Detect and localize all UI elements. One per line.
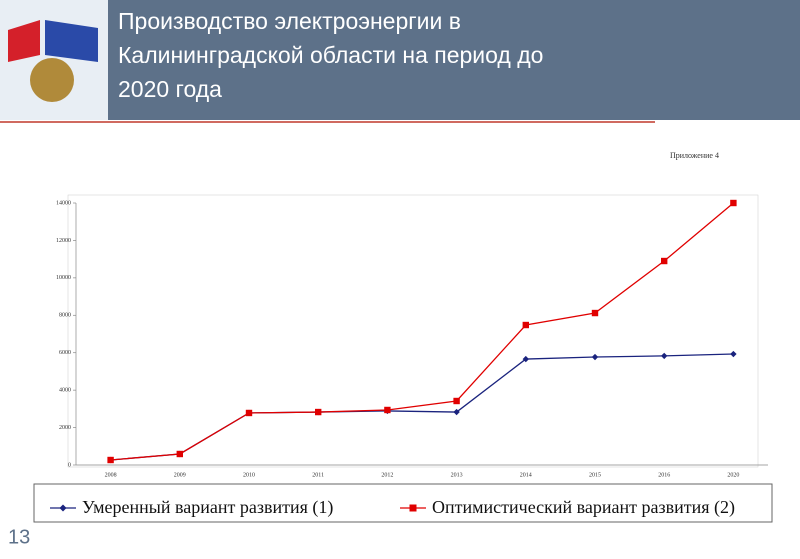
x-tick-label: 2015	[589, 472, 601, 478]
flag-logo	[45, 20, 98, 62]
plot: 0 2000 4000 6000 8000 10000 12000 14000 2008 2009…	[56, 199, 768, 478]
data-point	[315, 408, 322, 416]
data-point	[107, 456, 114, 464]
plot-frame	[67, 194, 759, 468]
legend-box	[33, 483, 773, 523]
y-tick-label: 6000	[59, 350, 71, 356]
y-tick-label: 2000	[59, 425, 71, 431]
data-point	[453, 397, 460, 405]
data-point	[176, 450, 183, 458]
legend-marker	[59, 504, 67, 512]
y-tick-label: 8000	[59, 313, 71, 319]
y-tick-label: 10000	[56, 275, 71, 281]
y-tick-label: 4000	[59, 388, 71, 394]
y-tick-label: 14000	[56, 200, 71, 206]
data-point	[661, 257, 668, 265]
data-point	[245, 409, 253, 417]
x-tick-label: 2010	[243, 472, 255, 478]
data-point	[730, 199, 737, 207]
emblem-logo	[30, 58, 74, 102]
x-tick-label: 2009	[174, 472, 186, 478]
flag-logo	[8, 20, 40, 62]
data-point	[453, 408, 460, 416]
data-point	[591, 309, 599, 317]
data-point	[384, 406, 391, 414]
y-tick-label: 0	[68, 462, 71, 468]
page-number: 13	[8, 526, 30, 548]
legend-label: Умеренный вариант развития (1)	[82, 497, 333, 518]
x-tick-label: 2008	[105, 472, 117, 478]
annotation: Приложение 4	[670, 151, 719, 160]
legend: Умеренный вариант развития (1) Оптимистич…	[50, 497, 735, 518]
data-point	[522, 321, 529, 329]
chart-title: Производство электроэнергии в Калинингра…	[118, 8, 544, 102]
header-band	[0, 0, 800, 120]
x-tick-label: 2012	[381, 472, 393, 478]
legend-label: Оптимистический вариант развития (2)	[432, 497, 735, 518]
x-tick-label: 2014	[520, 472, 532, 478]
series-line	[110, 202, 734, 461]
x-tick-label: 2016	[658, 472, 670, 478]
x-tick-label: 2013	[451, 472, 463, 478]
data-point	[661, 352, 668, 360]
data-point	[522, 355, 529, 363]
title-box: Производство электроэнергии в Калинингра…	[118, 8, 544, 102]
y-tick-label: 12000	[56, 238, 71, 244]
data-point	[730, 350, 737, 358]
x-tick-label: 2011	[312, 472, 324, 478]
data-point	[591, 353, 599, 361]
legend-marker	[409, 504, 417, 512]
x-tick-label: 2020	[727, 472, 739, 478]
